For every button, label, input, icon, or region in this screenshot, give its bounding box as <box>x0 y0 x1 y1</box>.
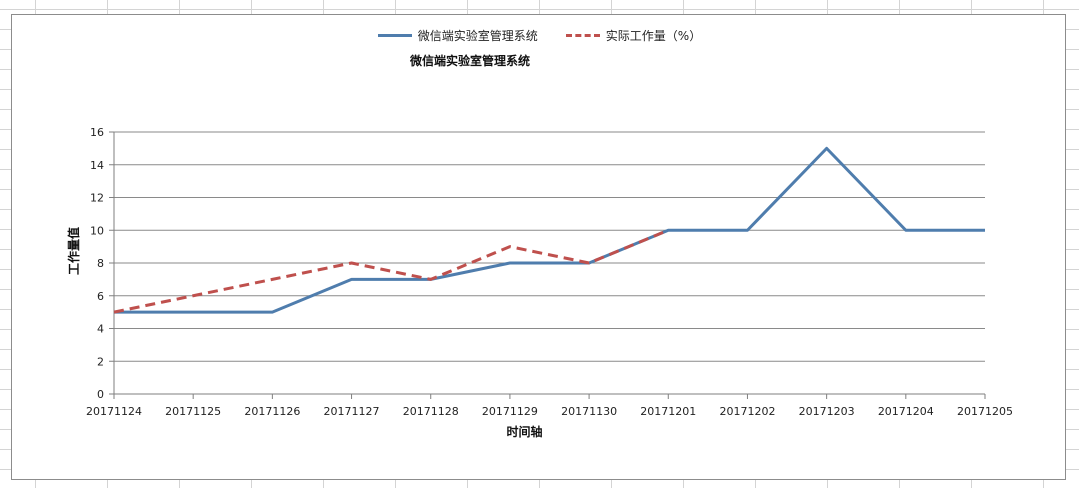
y-tick-label: 8 <box>97 257 104 270</box>
x-tick-label: 20171128 <box>403 405 459 418</box>
legend: 微信端实验室管理系统 实际工作量（%） <box>12 27 1067 44</box>
x-tick-label: 20171130 <box>561 405 617 418</box>
y-tick-label: 4 <box>97 323 104 336</box>
x-tick-label: 20171204 <box>878 405 934 418</box>
chart-title: 微信端实验室管理系统 <box>409 54 530 68</box>
x-tick-label: 20171201 <box>640 405 696 418</box>
y-tick-label: 10 <box>90 224 104 237</box>
x-tick-label: 20171205 <box>957 405 1013 418</box>
y-tick-label: 0 <box>97 388 104 401</box>
line-chart: 0 2 4 6 8 10 12 14 16 20171124 20171125 20171126 201… <box>66 126 1013 439</box>
series-line-plan <box>114 146 985 314</box>
y-tick-label: 2 <box>97 355 104 368</box>
x-tick-label: 20171129 <box>482 405 538 418</box>
y-axis-title: 工作量值 <box>66 227 81 275</box>
legend-label-actual: 实际工作量（%） <box>605 29 702 43</box>
x-tick-label: 20171202 <box>719 405 775 418</box>
legend-entry-plan: 微信端实验室管理系统 <box>377 27 538 44</box>
series-line-actual <box>113 228 669 314</box>
y-tick-label: 16 <box>90 126 104 139</box>
legend-swatch-solid-line <box>377 34 412 37</box>
chart-area[interactable]: 微信端实验室管理系统 实际工作量（%） 微信端实验室管理系统 0 2 4 6 8 10 12… <box>11 14 1066 480</box>
x-tick-label: 20171124 <box>86 405 142 418</box>
legend-entry-actual: 实际工作量（%） <box>565 27 702 44</box>
x-axis-title: 时间轴 <box>506 424 542 439</box>
legend-swatch-dashed-line <box>565 34 600 37</box>
x-tick-label: 20171127 <box>324 405 380 418</box>
x-tick-label: 20171125 <box>165 405 221 418</box>
y-tick-label: 6 <box>97 290 104 303</box>
legend-label-plan: 微信端实验室管理系统 <box>417 29 538 43</box>
y-tick-label: 14 <box>90 159 104 172</box>
y-tick-label: 12 <box>90 192 104 205</box>
x-tick-label: 20171126 <box>244 405 300 418</box>
x-tick-label: 20171203 <box>799 405 855 418</box>
